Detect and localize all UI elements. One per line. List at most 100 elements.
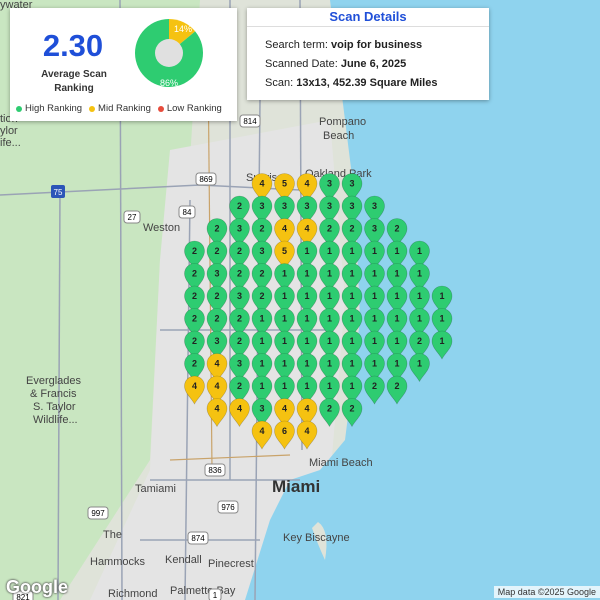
- scan-pin[interactable]: 2: [184, 263, 205, 293]
- scan-pin[interactable]: 2: [386, 375, 408, 405]
- scan-pin[interactable]: 2: [184, 353, 205, 383]
- scan-pin[interactable]: 3: [364, 218, 385, 248]
- scan-pin[interactable]: 1: [409, 308, 430, 338]
- scan-pin[interactable]: 1: [341, 330, 363, 360]
- scan-pin[interactable]: 1: [296, 308, 318, 338]
- scan-pin[interactable]: 2: [229, 308, 250, 338]
- scan-pin[interactable]: 1: [409, 285, 430, 315]
- scan-pin[interactable]: 2: [184, 240, 205, 270]
- scan-pin[interactable]: 2: [229, 240, 250, 270]
- scan-pin[interactable]: 1: [296, 263, 318, 293]
- scan-pin[interactable]: 1: [364, 330, 385, 360]
- scan-pin[interactable]: 4: [206, 398, 228, 428]
- scan-pin[interactable]: 4: [229, 398, 250, 428]
- scan-pin[interactable]: 1: [364, 353, 385, 383]
- scan-pin[interactable]: 1: [364, 240, 385, 270]
- scan-pin[interactable]: 2: [229, 263, 250, 293]
- scan-pin[interactable]: 4: [274, 218, 295, 248]
- scan-pin[interactable]: 4: [206, 375, 228, 405]
- scan-pin[interactable]: 2: [206, 240, 228, 270]
- scan-pin[interactable]: 3: [206, 263, 228, 293]
- scan-pin[interactable]: 4: [184, 375, 205, 405]
- scan-pin[interactable]: 1: [386, 263, 408, 293]
- scan-pin[interactable]: 2: [251, 218, 273, 248]
- scan-pin[interactable]: 2: [251, 263, 273, 293]
- scan-pin[interactable]: 1: [431, 330, 453, 360]
- scan-pin[interactable]: 1: [296, 285, 318, 315]
- scan-pin[interactable]: 3: [229, 218, 250, 248]
- scan-pin[interactable]: 1: [274, 330, 295, 360]
- scan-pin[interactable]: 2: [409, 330, 430, 360]
- scan-pin[interactable]: 3: [229, 353, 250, 383]
- scan-pin[interactable]: 1: [274, 263, 295, 293]
- scan-pin[interactable]: 1: [409, 353, 430, 383]
- scan-pin[interactable]: 2: [251, 285, 273, 315]
- scan-pin[interactable]: 2: [229, 330, 250, 360]
- scan-pin[interactable]: 1: [296, 330, 318, 360]
- scan-pin[interactable]: 1: [386, 240, 408, 270]
- scan-pin[interactable]: 1: [409, 263, 430, 293]
- scan-pin[interactable]: 2: [341, 218, 363, 248]
- scan-pin[interactable]: 1: [319, 330, 340, 360]
- scan-pin[interactable]: 1: [319, 375, 340, 405]
- scan-pin[interactable]: 4: [296, 173, 318, 203]
- scan-pin[interactable]: 1: [274, 308, 295, 338]
- scan-pin[interactable]: 6: [274, 420, 295, 450]
- scan-pin[interactable]: 3: [251, 240, 273, 270]
- scan-pin[interactable]: 1: [341, 263, 363, 293]
- scan-pin[interactable]: 1: [251, 330, 273, 360]
- scan-pin[interactable]: 3: [251, 195, 273, 225]
- scan-pin[interactable]: 3: [341, 195, 363, 225]
- scan-pin[interactable]: 1: [386, 353, 408, 383]
- scan-pin[interactable]: 1: [409, 240, 430, 270]
- scan-pin[interactable]: 3: [319, 195, 340, 225]
- scan-pin[interactable]: 1: [341, 375, 363, 405]
- scan-pin[interactable]: 1: [274, 285, 295, 315]
- scan-pin[interactable]: 4: [251, 420, 273, 450]
- scan-pin[interactable]: 1: [251, 375, 273, 405]
- scan-pin[interactable]: 2: [364, 375, 385, 405]
- scan-pin[interactable]: 1: [341, 285, 363, 315]
- scan-pin[interactable]: 1: [341, 240, 363, 270]
- scan-pin[interactable]: 3: [274, 195, 295, 225]
- scan-pin[interactable]: 3: [319, 173, 340, 203]
- scan-pin[interactable]: 1: [296, 240, 318, 270]
- scan-pin[interactable]: 2: [184, 285, 205, 315]
- scan-pin[interactable]: 3: [251, 398, 273, 428]
- scan-pin[interactable]: 1: [319, 308, 340, 338]
- scan-pin[interactable]: 1: [364, 285, 385, 315]
- scan-pin[interactable]: 3: [206, 330, 228, 360]
- scan-pin[interactable]: 4: [296, 420, 318, 450]
- scan-pin[interactable]: 1: [319, 353, 340, 383]
- scan-pin[interactable]: 2: [229, 375, 250, 405]
- scan-pin[interactable]: 1: [296, 375, 318, 405]
- scan-pin[interactable]: 2: [341, 398, 363, 428]
- scan-pin[interactable]: 2: [386, 218, 408, 248]
- scan-pin[interactable]: 1: [251, 308, 273, 338]
- scan-pin[interactable]: 4: [251, 173, 273, 203]
- scan-pin[interactable]: 1: [341, 308, 363, 338]
- scan-pin[interactable]: 1: [274, 353, 295, 383]
- scan-pin[interactable]: 2: [319, 218, 340, 248]
- scan-pin[interactable]: 1: [319, 263, 340, 293]
- scan-pin[interactable]: 1: [251, 353, 273, 383]
- scan-pin[interactable]: 2: [319, 398, 340, 428]
- scan-pin[interactable]: 4: [274, 398, 295, 428]
- scan-pin[interactable]: 4: [296, 398, 318, 428]
- scan-pin[interactable]: 1: [386, 330, 408, 360]
- scan-pin[interactable]: 2: [184, 330, 205, 360]
- scan-pin[interactable]: 1: [386, 285, 408, 315]
- scan-pin[interactable]: 3: [296, 195, 318, 225]
- scan-pin[interactable]: 1: [319, 285, 340, 315]
- scan-pin[interactable]: 4: [206, 353, 228, 383]
- scan-pin[interactable]: 1: [431, 308, 453, 338]
- scan-pin[interactable]: 2: [206, 218, 228, 248]
- scan-pin[interactable]: 2: [229, 195, 250, 225]
- scan-pin[interactable]: 3: [341, 173, 363, 203]
- scan-pin[interactable]: 3: [229, 285, 250, 315]
- scan-pin[interactable]: 1: [319, 240, 340, 270]
- scan-pin[interactable]: 4: [296, 218, 318, 248]
- scan-pin[interactable]: 1: [296, 353, 318, 383]
- scan-pin[interactable]: 1: [364, 263, 385, 293]
